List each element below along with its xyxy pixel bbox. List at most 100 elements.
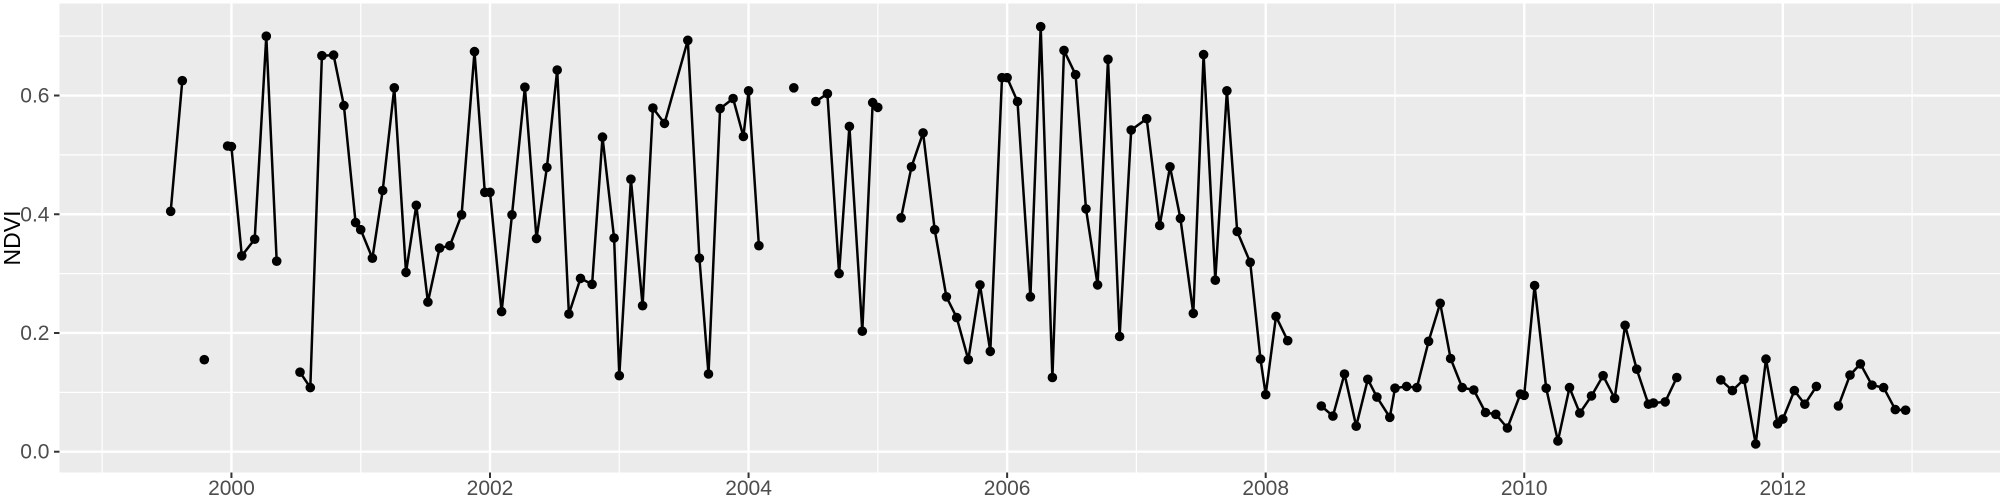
ndvi-data-point <box>1855 359 1866 369</box>
ndvi-data-point <box>1372 392 1382 402</box>
ndvi-data-point <box>834 268 844 279</box>
ndvi-data-point <box>975 280 985 290</box>
ndvi-data-point <box>305 382 316 393</box>
ndvi-data-point <box>1092 280 1103 290</box>
ndvi-data-point <box>648 103 658 113</box>
x-tick-label: 2012 <box>1759 477 1806 500</box>
ndvi-line-segment <box>899 25 1289 396</box>
ndvi-data-point <box>626 174 636 184</box>
ndvi-data-point <box>1103 54 1113 65</box>
y-tick-label: 0.6 <box>20 85 49 108</box>
ndvi-data-point <box>822 88 833 99</box>
ndvi-data-point <box>237 251 247 261</box>
ndvi-data-point <box>1002 72 1012 83</box>
ndvi-data-point <box>1529 280 1540 291</box>
ndvi-data-point <box>1631 364 1642 375</box>
ndvi-data-point <box>743 86 754 96</box>
ndvi-data-point <box>271 256 282 267</box>
ndvi-data-point <box>531 233 542 244</box>
plot-panel <box>59 3 2000 473</box>
ndvi-data-point <box>738 131 749 142</box>
ndvi-data-point <box>857 326 868 337</box>
x-tick-label: 2008 <box>1242 477 1289 500</box>
ndvi-data-point <box>1222 86 1232 96</box>
ndvi-data-point <box>1435 298 1445 309</box>
ndvi-data-point <box>1412 382 1422 393</box>
ndvi-data-point <box>1282 335 1293 346</box>
ndvi-data-point <box>1672 372 1682 383</box>
ndvi-data-point <box>1328 411 1338 421</box>
ndvi-data-point <box>1648 398 1659 408</box>
ndvi-data-point <box>844 121 855 132</box>
ndvi-data-point <box>1660 397 1670 407</box>
ndvi-data-point <box>1575 408 1585 418</box>
ndvi-data-point <box>1469 385 1479 395</box>
ndvi-data-point <box>1598 370 1608 381</box>
ndvi-data-point <box>507 210 517 220</box>
ndvi-data-point <box>1260 389 1271 400</box>
y-tick-label: 0.4 <box>20 203 50 226</box>
x-tick-label: 2006 <box>984 477 1031 500</box>
panel-background <box>59 3 2000 473</box>
ndvi-data-point <box>1188 308 1199 319</box>
ndvi-data-point <box>1750 439 1761 449</box>
ndvi-data-point <box>906 162 917 172</box>
ndvi-data-point <box>728 93 738 104</box>
gridlines <box>59 3 2000 473</box>
ndvi-data-point <box>1586 391 1597 401</box>
ndvi-data-point <box>1900 405 1911 416</box>
ndvi-data-point <box>1609 393 1620 404</box>
ndvi-line-segment <box>169 79 184 213</box>
x-tick-label: 2000 <box>208 477 255 500</box>
ndvi-data-point <box>1012 96 1023 107</box>
ndvi-data-point <box>1401 381 1412 392</box>
x-tick-label: 2002 <box>467 477 514 500</box>
ndvi-data-point <box>1890 404 1901 415</box>
ndvi-data-point <box>1564 382 1575 393</box>
ndvi-data-point <box>1114 331 1125 342</box>
ndvi-data-point <box>1878 382 1889 393</box>
ndvi-data-point <box>1047 372 1058 383</box>
ndvi-data-point <box>199 354 210 365</box>
ndvi-data-point <box>1502 423 1513 433</box>
ndvi-data-point <box>367 253 378 263</box>
ndvi-data-point <box>1255 354 1266 364</box>
ndvi-data-point <box>1154 220 1165 231</box>
ndvi-data-point <box>963 354 974 365</box>
ndvi-data-point <box>520 82 530 92</box>
ndvi-data-point <box>564 309 574 319</box>
ndvi-data-point <box>659 118 670 129</box>
ndvi-data-point <box>1800 399 1810 410</box>
ndvi-data-point <box>1390 383 1400 394</box>
ndvi-data-point <box>1271 311 1281 322</box>
ndvi-data-point <box>1081 204 1091 214</box>
x-tick-label: 2010 <box>1501 477 1548 500</box>
ndvi-data-point <box>552 65 562 75</box>
ndvi-data-point <box>1363 374 1373 385</box>
ndvi-data-point <box>811 96 821 107</box>
y-tick-label: 0.2 <box>20 322 49 345</box>
ndvi-data-point <box>694 253 705 263</box>
ndvi-data-point <box>1761 354 1771 364</box>
ndvi-data-point <box>1541 383 1551 394</box>
ndvi-data-point <box>597 132 608 142</box>
ndvi-data-point <box>1025 292 1036 302</box>
ndvi-data-point <box>389 83 400 93</box>
ndvi-data-point <box>469 46 480 57</box>
ndvi-data-point <box>350 217 361 228</box>
ndvi-data-point <box>1445 353 1456 364</box>
y-tick-label: 0.0 <box>20 441 49 464</box>
ndvi-data-point <box>1232 226 1242 237</box>
ndvi-data-point <box>703 369 714 379</box>
ndvi-data-point <box>1198 49 1209 60</box>
ndvi-data-point <box>614 370 625 381</box>
ndvi-data-point <box>1739 374 1749 385</box>
ndvi-data-point <box>177 75 188 86</box>
ndvi-data-point <box>485 187 495 198</box>
ndvi-data-point <box>1339 369 1350 379</box>
ndvi-data-point <box>985 346 996 357</box>
ndvi-data-point <box>328 50 339 60</box>
ndvi-data-point <box>951 312 962 323</box>
ndvi-data-point <box>1833 401 1844 411</box>
